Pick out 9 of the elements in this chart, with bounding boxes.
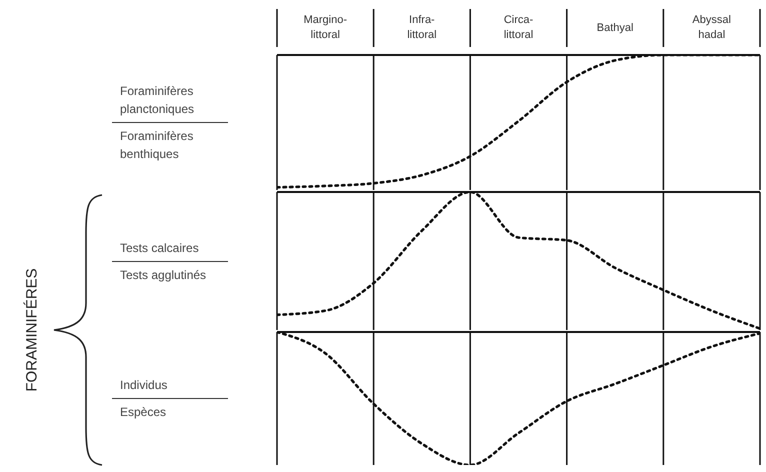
- y-axis-title: Tests calcaires Tests agglutinés: [119, 240, 208, 284]
- x-tick-label: Abyssal hadal: [692, 14, 731, 41]
- text: FORAMINIFÉRES: [24, 268, 40, 392]
- y-axis-title: Individus Espèces: [119, 377, 168, 421]
- y-axis-title: Foraminifères planctoniques Foraminifères benthiques: [119, 83, 196, 163]
- x-tick-label: Margino-littoral: [304, 14, 348, 41]
- x-tick-label: Bathyal: [596, 22, 634, 34]
- x-tick-label: Infra-littoral: [407, 14, 437, 41]
- x-tick-label: Circa-littoral: [504, 14, 534, 41]
